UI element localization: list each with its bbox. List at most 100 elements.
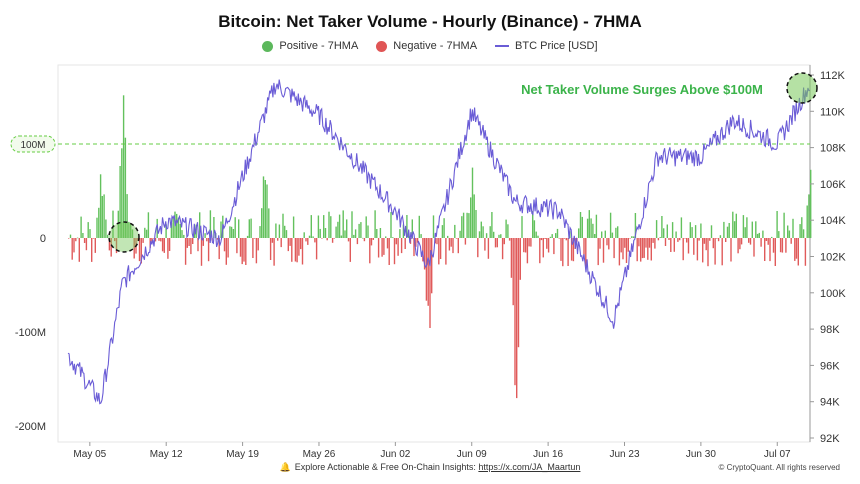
y-right-tick-label: 104K [820,215,846,227]
bar-negative [524,238,527,253]
bar-positive [351,211,353,238]
bar-negative [68,238,70,239]
bar-negative [225,238,227,265]
bar-negative [510,238,513,278]
bar-negative [200,238,203,266]
bar-positive [402,224,405,238]
y-right-tick-label: 106K [820,179,846,191]
bar-positive [578,228,580,238]
bar-negative [503,238,505,245]
bar-negative [253,238,256,239]
bar-negative [85,238,88,251]
bar-positive [631,236,633,238]
legend-label-btc-price: BTC Price [USD] [515,40,598,52]
negative-dot-icon [376,40,388,52]
bar-negative [702,238,704,263]
bar-negative [218,238,220,260]
bar-positive [432,215,435,238]
bar-negative [686,238,688,243]
bar-positive [609,212,612,238]
bar-negative [133,238,135,259]
bar-negative [528,238,530,247]
bar-negative [91,238,93,262]
bar-negative [457,238,459,254]
positive-dot-icon [262,40,274,52]
bar-positive [420,234,422,238]
bar-positive [581,216,583,238]
bar-positive [101,196,103,238]
bar-positive [659,237,661,238]
bar-negative [625,238,628,263]
bar-positive [700,223,702,238]
bar-negative [427,238,429,306]
bar-positive [485,233,488,238]
x-tick-label: May 12 [150,449,183,460]
bar-positive [248,219,250,238]
y-right-tick-label: 94K [820,397,840,409]
bar-negative [307,238,309,245]
bar-negative [298,238,300,256]
bar-positive [533,220,536,238]
bar-positive [482,226,484,238]
bar-negative [618,238,621,266]
bar-negative [679,238,681,241]
legend-item-btc-price[interactable]: BTC Price [USD] [495,40,598,52]
bar-negative [289,238,291,246]
bar-negative [92,238,95,239]
bar-positive [209,210,212,238]
bar-positive [250,218,252,238]
bar-negative [539,238,541,264]
bar-positive [751,221,753,238]
legend-item-positive[interactable]: Positive - 7HMA [262,40,358,52]
bar-positive [615,227,617,238]
bar-negative [721,238,723,266]
bar-negative [740,238,743,245]
bar-negative [349,238,351,262]
grid-layer [57,64,811,443]
bar-negative [347,238,350,242]
legend-item-negative[interactable]: Negative - 7HMA [376,40,477,52]
bar-positive [537,235,539,238]
bar-negative [487,238,490,259]
bar-positive [710,225,713,238]
bar-negative [75,238,77,242]
bar-positive [505,219,507,238]
bar-negative [110,238,112,257]
footer-link[interactable]: https://x.com/JA_Maartun [478,462,581,472]
bar-positive [493,231,495,238]
bar-positive [551,234,553,238]
bar-positive [376,229,378,238]
bar-positive [535,231,537,238]
bar-positive [172,217,174,238]
bar-negative [748,238,750,243]
bar-positive [170,223,173,238]
bar-negative [542,238,544,258]
bar-negative [415,238,417,247]
y-right-tick-label: 96K [820,360,840,372]
bar-positive [342,210,344,238]
bar-positive [80,216,82,238]
bar-positive [292,216,295,238]
x-tick-label: Jul 07 [764,449,791,460]
x-tick-label: Jun 02 [380,449,410,460]
bar-negative [315,238,318,260]
bar-positive [96,217,98,238]
bar-positive [121,148,123,238]
bar-negative [774,238,776,266]
bar-positive [317,215,320,238]
bar-negative [83,238,86,243]
bar-negative [494,238,497,248]
bar-negative [370,238,373,246]
bar-negative [140,238,142,264]
bar-negative [622,238,624,260]
bar-negative [413,238,415,257]
bar-negative [558,238,560,239]
bar-negative [560,238,562,261]
bar-positive [69,234,72,238]
bar-negative [613,238,615,259]
bar-positive [112,210,114,238]
bar-positive [418,215,420,238]
bar-positive [117,210,119,238]
bar-negative [567,238,569,266]
bar-negative [445,238,447,265]
